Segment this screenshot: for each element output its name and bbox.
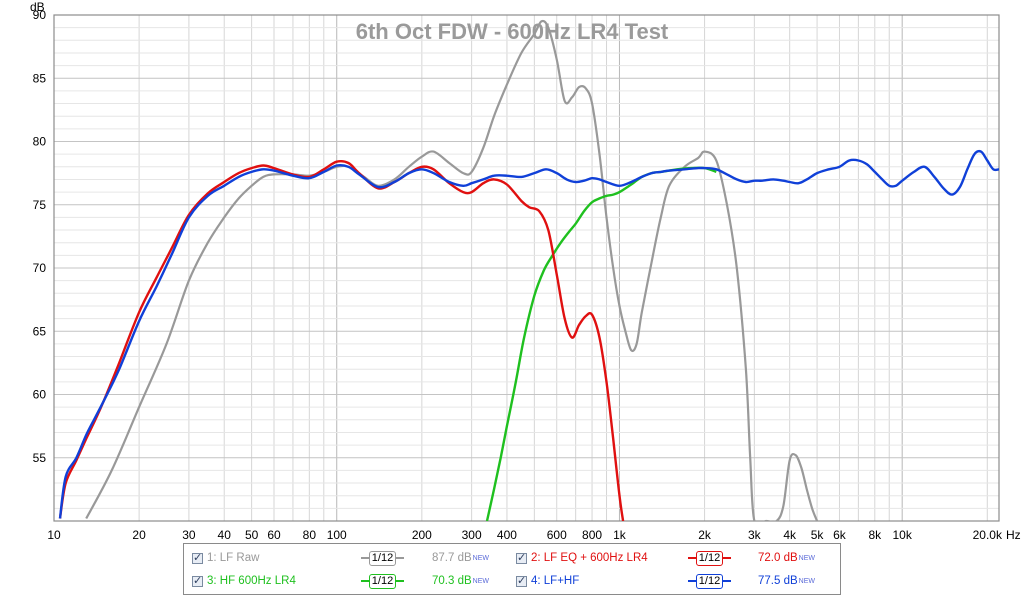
checkbox-icon[interactable]: [516, 574, 527, 587]
plot-frame: [53, 14, 1000, 522]
plot-border: [53, 14, 1000, 522]
y-tick-label: 90: [33, 8, 47, 22]
legend-value: 77.5 dB NEW: [758, 570, 815, 592]
smoothing-label: 1/12: [369, 573, 396, 589]
x-tick-label: 600: [547, 528, 567, 540]
y-tick-label: 75: [33, 198, 47, 212]
y-tick-label: 70: [33, 261, 47, 275]
legend-item-lf-raw[interactable]: 1: LF Raw: [192, 547, 259, 569]
legend-value-text: 70.3 dB: [432, 575, 472, 587]
y-axis-label: dB: [30, 0, 45, 14]
x-tick-label: 4k: [783, 528, 797, 540]
legend-label: 4: LF+HF: [531, 575, 580, 587]
checkbox-icon[interactable]: [192, 574, 203, 587]
smoothing-label: 1/12: [696, 573, 723, 589]
legend-item-lf-hf[interactable]: 4: LF+HF: [516, 570, 579, 592]
legend-value-text: 72.0 dB: [758, 552, 798, 564]
smoothing-button[interactable]: 1/12: [688, 549, 731, 567]
chart-title: 6th Oct FDW - 600Hz LR4 Test: [356, 19, 669, 44]
frequency-response-chart: 6th Oct FDW - 600Hz LR4 Test 55 60 65 70 75 8…: [30, 0, 1021, 540]
series-group: [58, 19, 999, 521]
grid: [53, 15, 999, 521]
x-tick-label: 8k: [868, 528, 882, 540]
x-tick-label: 300: [462, 528, 482, 540]
legend-label: 3: HF 600Hz LR4: [207, 575, 296, 587]
y-tick-label: 65: [33, 324, 47, 338]
y-tick-label: 85: [33, 71, 47, 85]
legend-label: 1: LF Raw: [207, 552, 260, 564]
x-tick-label: 400: [497, 528, 517, 540]
smoothing-button[interactable]: 1/12: [688, 572, 731, 590]
x-tick-label: 30: [182, 528, 196, 540]
y-tick-label: 60: [33, 388, 47, 402]
x-tick-label: 5k: [811, 528, 825, 540]
x-tick-label: 10: [47, 528, 61, 540]
x-tick-label: 1k: [613, 528, 627, 540]
legend-value: 70.3 dB NEW: [432, 570, 489, 592]
x-tick-label: 6k: [833, 528, 847, 540]
x-tick-label: 2k: [698, 528, 712, 540]
smoothing-label: 1/12: [696, 550, 723, 566]
x-tick-label: 10k: [893, 528, 913, 540]
x-tick-label: 20: [132, 528, 146, 540]
legend-value-text: 77.5 dB: [758, 575, 798, 587]
y-axis-ticks: 55 60 65 70 75 80 85 90: [33, 8, 47, 465]
new-badge: NEW: [798, 577, 815, 585]
checkbox-icon[interactable]: [516, 551, 527, 564]
new-badge: NEW: [472, 577, 489, 585]
new-badge: NEW: [798, 554, 815, 562]
x-tick-label: 50: [245, 528, 259, 540]
x-axis-unit: Hz: [1006, 528, 1021, 540]
legend-label: 2: LF EQ + 600Hz LR4: [531, 552, 648, 564]
smoothing-label: 1/12: [369, 550, 396, 566]
legend-value-text: 87.7 dB: [432, 552, 472, 564]
y-tick-label: 55: [33, 451, 47, 465]
x-tick-label: 800: [582, 528, 602, 540]
series-line-4-lf-hf: [58, 149, 999, 519]
legend-value: 72.0 dB NEW: [758, 547, 815, 569]
x-tick-label: 20.0k: [973, 528, 1003, 540]
legend-item-lf-eq[interactable]: 2: LF EQ + 600Hz LR4: [516, 547, 648, 569]
smoothing-button[interactable]: 1/12: [361, 549, 404, 567]
y-tick-label: 80: [33, 135, 47, 149]
x-tick-label: 100: [327, 528, 347, 540]
x-tick-label: 60: [267, 528, 281, 540]
x-tick-label: 80: [303, 528, 317, 540]
x-tick-label: 200: [412, 528, 432, 540]
legend-item-hf[interactable]: 3: HF 600Hz LR4: [192, 570, 296, 592]
x-tick-label: 40: [218, 528, 232, 540]
smoothing-button[interactable]: 1/12: [361, 572, 404, 590]
x-axis-ticks: 10 20 30 40 50 60 80 100 200 300 400 600 800 1k 2k 3k 4k…: [47, 528, 1003, 540]
legend-value: 87.7 dB NEW: [432, 547, 489, 569]
checkbox-icon[interactable]: [192, 551, 203, 564]
x-tick-label: 3k: [748, 528, 762, 540]
new-badge: NEW: [472, 554, 489, 562]
